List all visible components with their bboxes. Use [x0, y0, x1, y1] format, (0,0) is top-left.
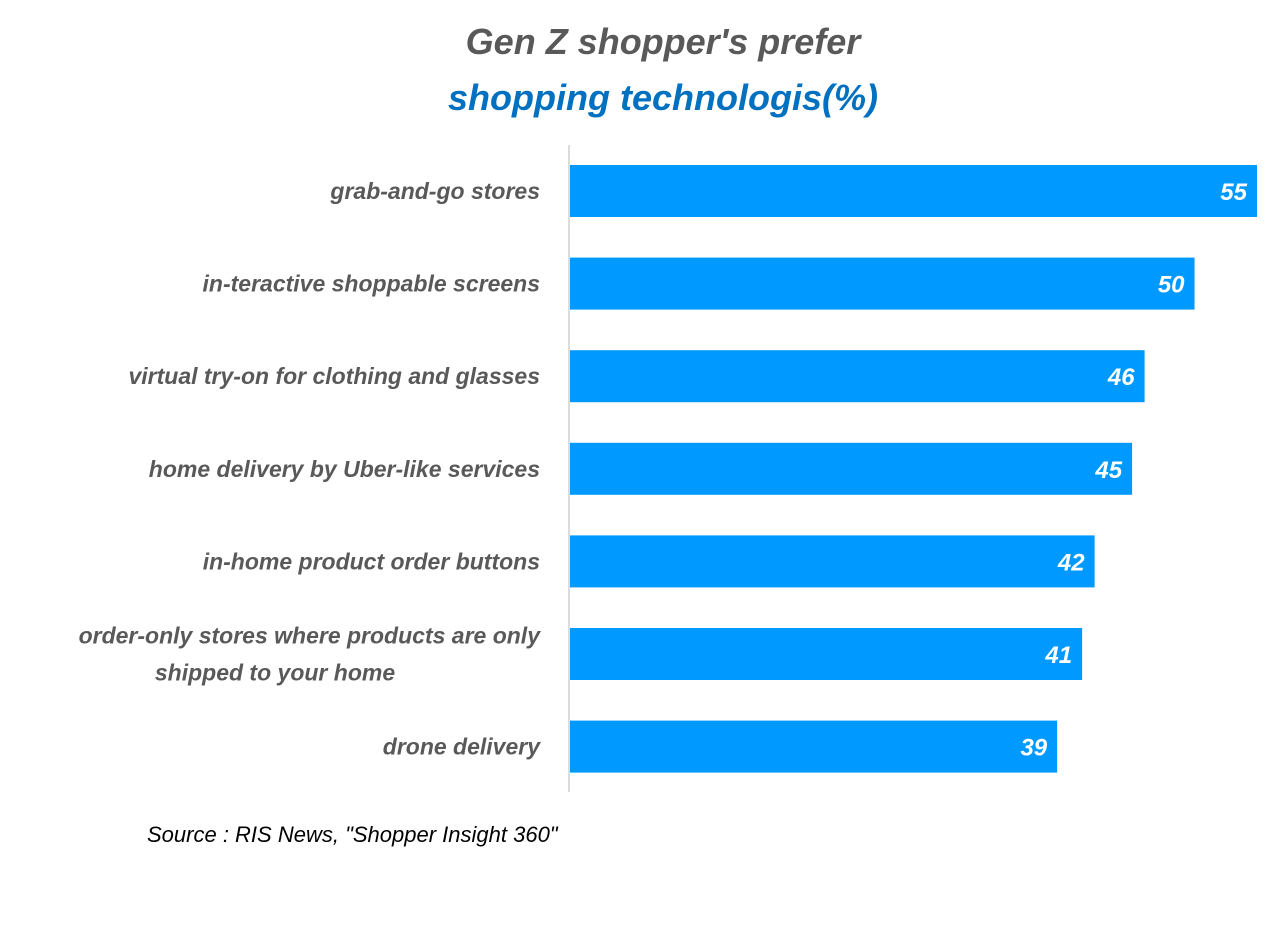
- category-label: home delivery by Uber-like services: [149, 456, 540, 482]
- data-label: 50: [1158, 272, 1185, 299]
- data-label: 55: [1220, 179, 1247, 206]
- chart-title: Gen Z shopper's prefer: [465, 21, 861, 62]
- category-label: order-only stores where products are onl…: [79, 623, 542, 649]
- chart-subtitle: shopping technologis(%): [448, 77, 878, 118]
- source-note: Source : RIS News, "Shopper Insight 360": [147, 822, 558, 847]
- category-label: virtual try-on for clothing and glasses: [128, 363, 540, 389]
- data-label: 46: [1107, 364, 1135, 391]
- bar: [570, 165, 1257, 217]
- category-label: in-teractive shoppable screens: [203, 271, 540, 297]
- data-label: 42: [1057, 549, 1085, 576]
- category-label: shipped to your home: [155, 660, 395, 686]
- data-label: 39: [1020, 735, 1047, 762]
- bar: [570, 442, 1133, 495]
- bar: [570, 628, 1083, 680]
- bar: [570, 720, 1058, 773]
- category-label: grab-and-go stores: [329, 178, 540, 204]
- category-label: in-home product order buttons: [203, 548, 540, 574]
- data-label: 41: [1044, 642, 1072, 669]
- bar: [570, 257, 1195, 310]
- category-label: drone delivery: [383, 734, 541, 760]
- data-label: 45: [1094, 457, 1122, 484]
- bar: [570, 535, 1095, 588]
- bar: [570, 350, 1145, 403]
